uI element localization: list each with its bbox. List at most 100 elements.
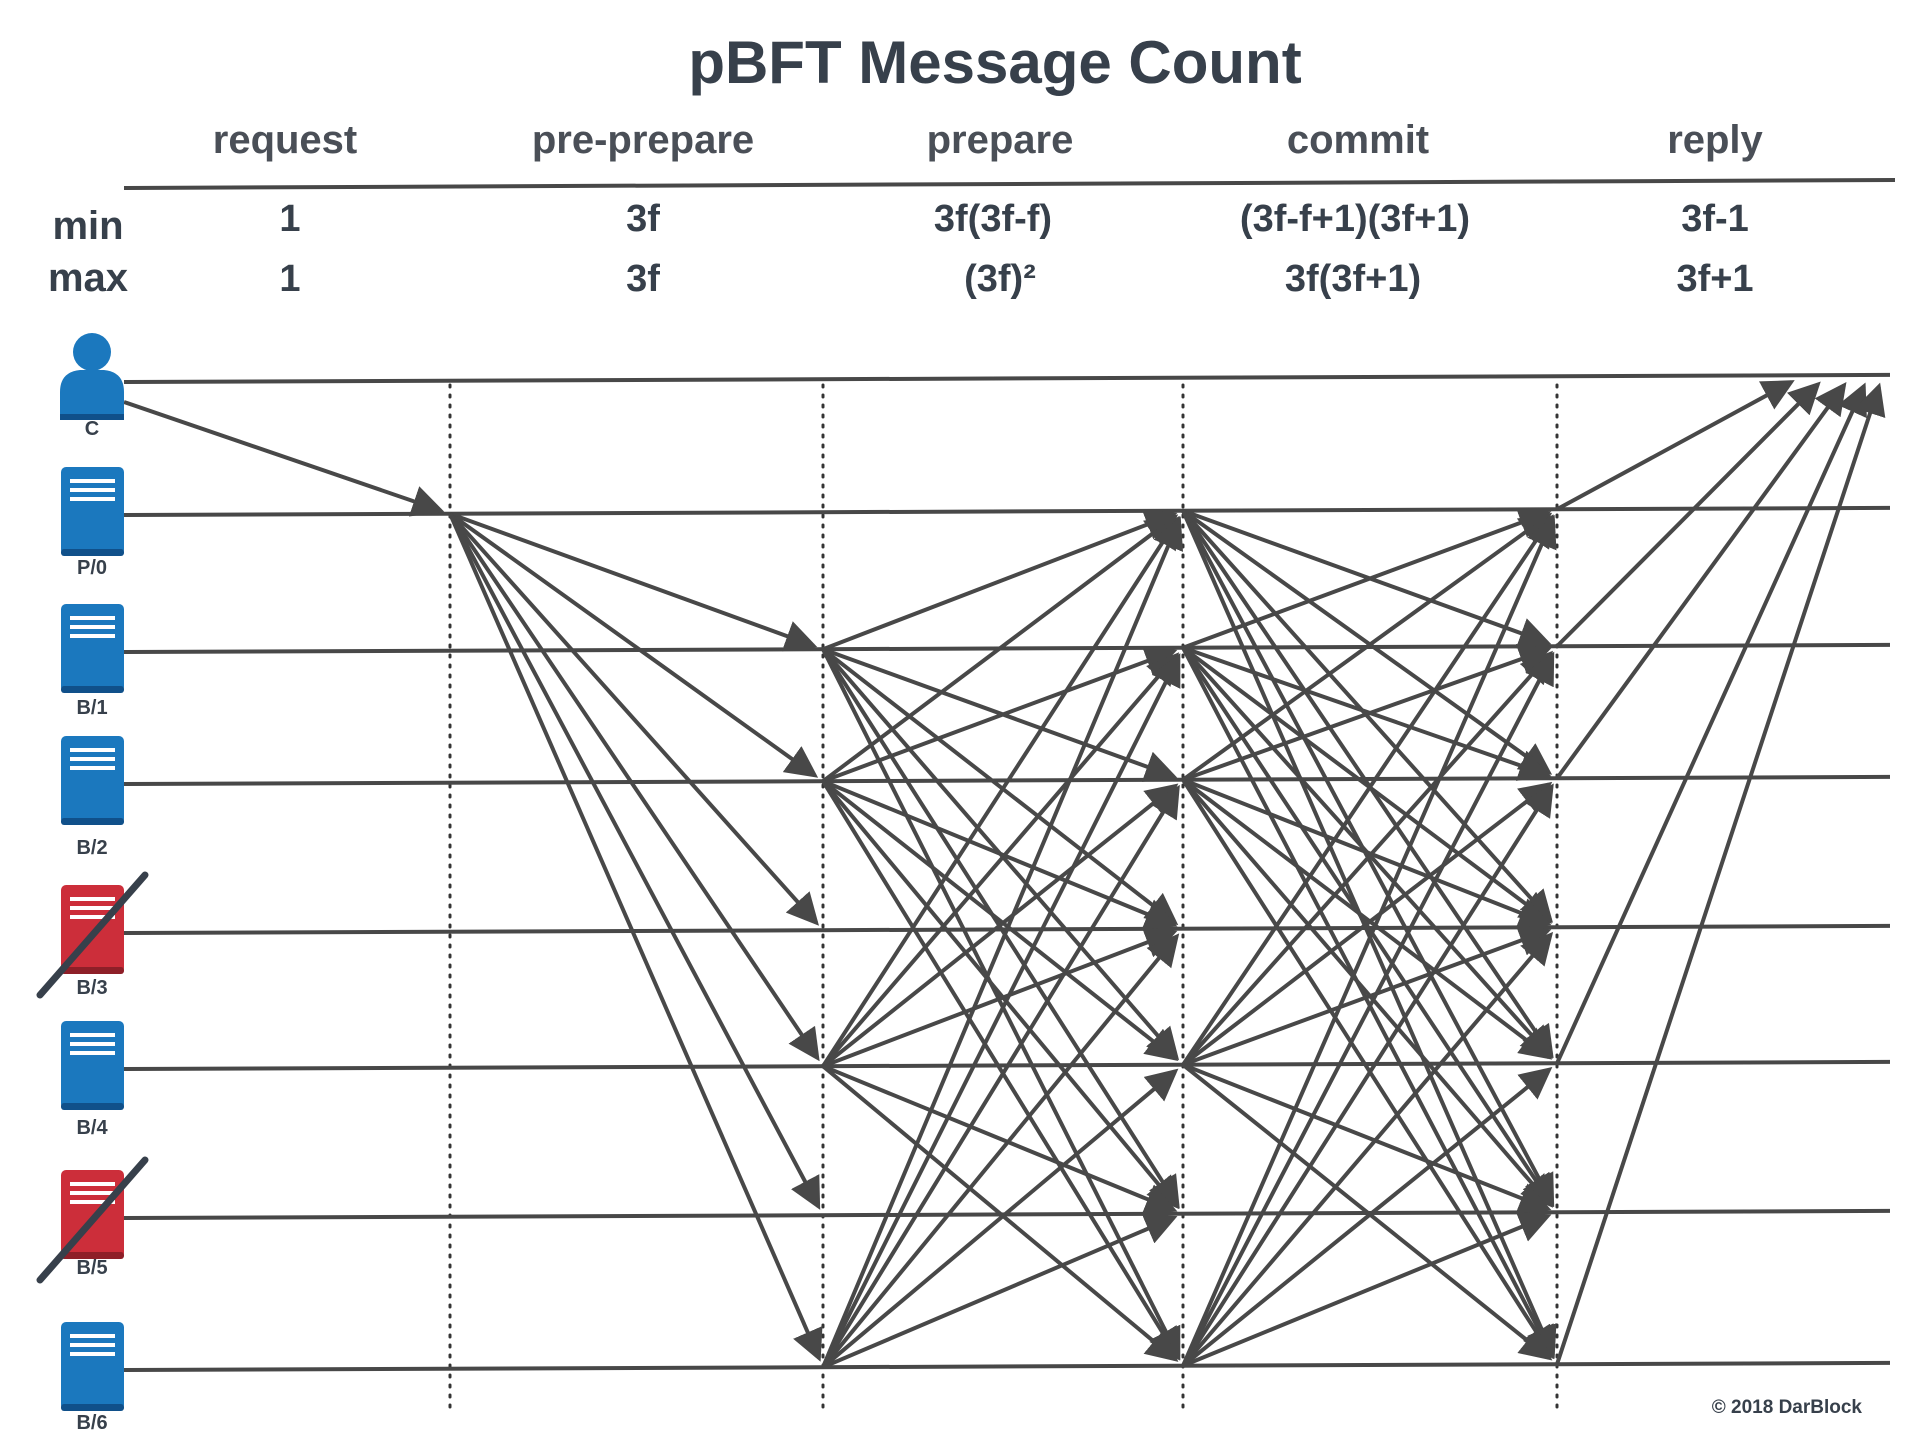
arrow-commit <box>1181 509 1557 1359</box>
phase-dividers <box>448 383 1559 1412</box>
arrow-commit <box>1181 1063 1553 1361</box>
arrow-commit <box>1181 778 1554 1208</box>
client-icon <box>60 333 124 420</box>
arrow-request <box>123 400 445 517</box>
arrow-prepare <box>822 1064 1178 1215</box>
arrow-pre-prepare <box>448 512 823 1362</box>
copyright-notice: © 2018 DarBlock <box>1711 1397 1862 1418</box>
max-count-reply: 3f+1 <box>1676 258 1754 300</box>
server-icon <box>36 1156 149 1284</box>
node-label-B-2: B/2 <box>76 837 108 859</box>
diagram-title: pBFT Message Count <box>688 29 1302 96</box>
node-label-B-1: B/1 <box>76 697 108 719</box>
arrow-commit <box>1182 507 1552 650</box>
arrow-pre-prepare <box>448 512 819 926</box>
max-count-pre-prepare: 3f <box>626 258 660 300</box>
arrow-prepare <box>822 779 1178 930</box>
arrow-commit <box>1182 925 1552 1067</box>
min-count-pre-prepare: 3f <box>626 198 660 240</box>
timeline-P/0 <box>123 505 1891 517</box>
arrow-commit <box>1181 646 1553 924</box>
node-label-C: C <box>84 418 100 440</box>
arrow-prepare <box>821 784 1180 1369</box>
server-icon <box>61 1021 124 1110</box>
arrow-prepare <box>821 516 1184 1368</box>
arrow-commit <box>1182 1211 1552 1368</box>
arrow-pre-prepare <box>448 512 819 778</box>
arrow-reply <box>1555 382 1886 1365</box>
arrow-commit <box>1181 509 1554 1059</box>
node-icons <box>36 333 149 1411</box>
arrow-prepare <box>822 1213 1178 1370</box>
server-icon <box>61 736 124 825</box>
phase-label-pre-prepare: pre-prepare <box>531 118 755 162</box>
arrow-prepare <box>821 933 1180 1369</box>
arrow-commit <box>1181 514 1554 1066</box>
arrow-prepare <box>822 509 1178 652</box>
node-label-B-6: B/6 <box>76 1412 108 1434</box>
server-icon <box>61 604 124 693</box>
arrow-prepare <box>821 653 1181 1369</box>
row-label-max: max <box>47 256 129 300</box>
fault-strike-icon <box>36 871 149 999</box>
min-count-prepare: 3f(3f-f) <box>933 198 1053 240</box>
arrow-prepare <box>821 780 1180 1361</box>
min-count-request: 1 <box>279 198 301 240</box>
min-count-commit: (3f-f+1)(3f+1) <box>1239 198 1471 240</box>
arrow-commit <box>1182 645 1552 781</box>
fault-strike-icon <box>36 1156 149 1284</box>
node-label-B-5: B/5 <box>76 1257 108 1279</box>
server-icon <box>61 1322 124 1411</box>
arrow-prepare <box>822 645 1178 784</box>
arrow-commit <box>1182 643 1552 782</box>
phase-label-commit: commit <box>1286 118 1430 162</box>
row-label-min: min <box>52 204 124 248</box>
node-label-B-3: B/3 <box>76 977 108 999</box>
arrow-prepare <box>822 927 1178 1069</box>
arrow-prepare <box>821 515 1180 1068</box>
header-divider <box>123 178 1896 190</box>
arrow-reply <box>1556 380 1795 512</box>
max-count-commit: 3f(3f+1) <box>1284 258 1422 300</box>
phase-label-reply: reply <box>1667 118 1763 162</box>
arrow-prepare <box>821 647 1179 926</box>
arrow-prepare <box>821 652 1180 1068</box>
arrow-commit <box>1181 514 1557 1367</box>
max-count-request: 1 <box>279 258 301 300</box>
timeline-C <box>123 372 1891 384</box>
arrow-commit <box>1182 1062 1552 1214</box>
phase-label-request: request <box>212 118 358 162</box>
server-icon <box>61 467 124 556</box>
arrow-prepare <box>821 1064 1179 1362</box>
message-arrows <box>123 380 1886 1370</box>
timeline-B/6 <box>123 1360 1891 1372</box>
arrow-prepare <box>822 647 1178 782</box>
arrow-pre-prepare <box>448 512 821 1210</box>
node-label-B-4: B/4 <box>76 1117 108 1139</box>
arrow-commit <box>1182 508 1552 649</box>
arrow-prepare <box>821 783 1179 1068</box>
max-count-prepare: (3f)² <box>964 258 1036 300</box>
phase-label-prepare: prepare <box>926 118 1074 162</box>
node-label-P-0: P/0 <box>76 557 108 579</box>
arrow-commit <box>1181 512 1553 782</box>
arrow-reply <box>1555 381 1821 648</box>
arrow-prepare <box>821 514 1179 783</box>
arrow-commit <box>1181 650 1554 1067</box>
arrow-commit <box>1181 931 1554 1368</box>
arrow-commit <box>1182 777 1552 929</box>
arrow-commit <box>1181 778 1554 1360</box>
arrow-commit <box>1181 781 1553 1067</box>
arrow-pre-prepare <box>449 511 818 652</box>
arrow-reply <box>1555 381 1847 780</box>
arrow-commit <box>1181 509 1553 775</box>
arrow-pre-prepare <box>448 512 820 1062</box>
server-icon <box>36 871 149 999</box>
min-count-reply: 3f-1 <box>1681 198 1749 240</box>
timeline-B/1 <box>123 642 1891 654</box>
arrow-commit <box>1181 1067 1553 1368</box>
arrow-prepare <box>821 779 1180 1210</box>
arrow-commit <box>1181 651 1555 1367</box>
arrow-prepare <box>821 1068 1179 1369</box>
